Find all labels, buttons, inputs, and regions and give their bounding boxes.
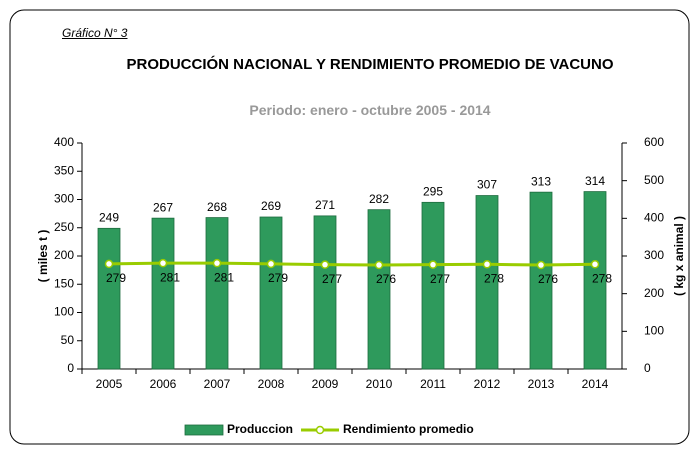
bar-value-label: 313 bbox=[531, 174, 551, 188]
bar-value-label: 249 bbox=[99, 210, 119, 224]
legend-label: Produccion bbox=[227, 422, 293, 436]
line-marker bbox=[482, 260, 492, 269]
legend-marker bbox=[315, 425, 325, 435]
bar bbox=[529, 191, 553, 370]
y2-tick-label: 0 bbox=[644, 361, 651, 375]
line-value-label: 276 bbox=[376, 272, 396, 286]
bar bbox=[151, 217, 175, 370]
x-tick-label: 2010 bbox=[366, 377, 393, 391]
y-tick-label: 200 bbox=[54, 248, 74, 262]
x-tick-label: 2007 bbox=[204, 377, 231, 391]
y-tick-label: 100 bbox=[54, 305, 74, 319]
y2-tick-label: 600 bbox=[644, 135, 664, 149]
line-marker bbox=[104, 259, 114, 269]
bar-value-label: 269 bbox=[261, 199, 281, 213]
line-value-label: 277 bbox=[430, 272, 450, 286]
bar bbox=[475, 195, 499, 370]
bar-value-label: 267 bbox=[153, 200, 173, 214]
bar-value-label: 282 bbox=[369, 192, 389, 206]
line-marker bbox=[320, 260, 330, 269]
legend-swatch bbox=[184, 424, 224, 436]
y-tick-label: 250 bbox=[54, 220, 74, 234]
x-tick-label: 2008 bbox=[258, 377, 285, 391]
line-value-label: 279 bbox=[268, 271, 288, 285]
bar-value-label: 271 bbox=[315, 198, 335, 212]
line-marker bbox=[374, 260, 384, 270]
y-tick-label: 50 bbox=[61, 333, 75, 347]
bar bbox=[259, 216, 283, 370]
chart-title: PRODUCCIÓN NACIONAL Y RENDIMIENTO PROMED… bbox=[126, 56, 614, 73]
line-value-label: 281 bbox=[160, 270, 180, 284]
bar-value-label: 295 bbox=[423, 184, 443, 198]
bar bbox=[97, 227, 121, 370]
bar bbox=[313, 215, 337, 370]
y2-tick-label: 100 bbox=[644, 324, 664, 338]
y-tick-label: 0 bbox=[67, 361, 74, 375]
chart-subtitle: Periodo: enero - octubre 2005 - 2014 bbox=[249, 102, 491, 118]
x-tick-label: 2014 bbox=[582, 377, 609, 391]
y2-tick-label: 300 bbox=[644, 248, 664, 262]
y-tick-label: 400 bbox=[54, 135, 74, 149]
y2-tick-label: 500 bbox=[644, 173, 664, 187]
y2-tick-label: 400 bbox=[644, 211, 664, 225]
x-tick-label: 2006 bbox=[150, 377, 177, 391]
line-marker bbox=[266, 259, 276, 269]
y2-axis-label: ( kg x animal ) bbox=[672, 216, 686, 296]
x-tick-label: 2013 bbox=[528, 377, 555, 391]
x-tick-label: 2005 bbox=[96, 377, 123, 391]
line-value-label: 278 bbox=[592, 271, 612, 285]
chart-number: Gráfico N° 3 bbox=[62, 26, 128, 40]
line bbox=[108, 261, 596, 267]
x-tick-label: 2011 bbox=[420, 377, 446, 391]
line-value-label: 281 bbox=[214, 270, 234, 284]
y-tick-label: 350 bbox=[54, 163, 74, 177]
y-tick-label: 150 bbox=[54, 276, 74, 290]
bar-value-label: 307 bbox=[477, 178, 497, 192]
legend-label: Rendimiento promedio bbox=[343, 422, 474, 436]
line-marker bbox=[158, 258, 168, 268]
line-value-label: 277 bbox=[322, 272, 342, 286]
y-axis-label: ( miles t ) bbox=[36, 230, 50, 283]
bar bbox=[421, 201, 445, 370]
line-value-label: 276 bbox=[538, 272, 558, 286]
line-marker bbox=[212, 258, 222, 268]
line-marker bbox=[428, 260, 438, 269]
x-tick-label: 2009 bbox=[312, 377, 339, 391]
line-marker bbox=[590, 260, 600, 269]
bar-value-label: 268 bbox=[207, 200, 227, 214]
line-value-label: 279 bbox=[106, 271, 126, 285]
bar bbox=[367, 209, 391, 370]
x-tick-label: 2012 bbox=[474, 377, 501, 391]
line-value-label: 278 bbox=[484, 271, 504, 285]
bar-value-label: 314 bbox=[585, 174, 605, 188]
bar bbox=[205, 217, 229, 370]
y2-tick-label: 200 bbox=[644, 286, 664, 300]
bar bbox=[583, 191, 607, 370]
line-marker bbox=[536, 260, 546, 270]
frame bbox=[9, 9, 690, 445]
y-tick-label: 300 bbox=[54, 192, 74, 206]
